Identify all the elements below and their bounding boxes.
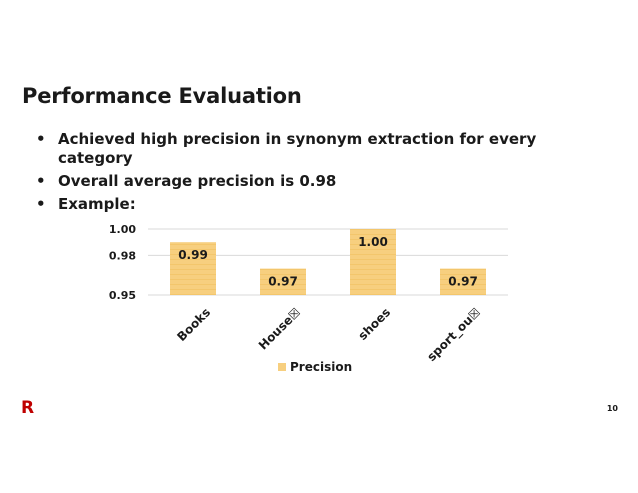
chart-legend: Precision bbox=[278, 360, 352, 374]
company-logo: R bbox=[21, 398, 35, 418]
bar bbox=[440, 268, 486, 295]
bullet-dot-icon: • bbox=[36, 172, 46, 190]
bullet-list: • Achieved high precision in synonym ext… bbox=[36, 130, 556, 218]
bullet-item: • Example: bbox=[36, 195, 556, 214]
bullet-text: Example: bbox=[58, 195, 136, 213]
bullet-item: • Achieved high precision in synonym ext… bbox=[36, 130, 556, 168]
data-label: 0.97 bbox=[448, 275, 478, 289]
y-tick-label: 1.00 bbox=[109, 223, 136, 236]
data-label: 0.99 bbox=[178, 248, 208, 262]
bar bbox=[350, 229, 396, 295]
page-number: 10 bbox=[606, 404, 618, 413]
category-label: shoes bbox=[355, 305, 393, 343]
legend-label: Precision bbox=[290, 360, 353, 374]
category-label: House☒ bbox=[256, 305, 303, 352]
bar bbox=[260, 268, 306, 295]
bullet-item: • Overall average precision is 0.98 bbox=[36, 172, 556, 191]
bullet-text: Overall average precision is 0.98 bbox=[58, 172, 337, 190]
bar bbox=[170, 242, 216, 295]
y-tick-label: 0.95 bbox=[109, 289, 136, 302]
data-label: 0.97 bbox=[268, 275, 298, 289]
bullet-dot-icon: • bbox=[36, 130, 46, 148]
legend-swatch-icon bbox=[278, 363, 286, 371]
bullet-dot-icon: • bbox=[36, 195, 46, 213]
data-label: 1.00 bbox=[358, 235, 388, 249]
category-label: Books bbox=[174, 305, 213, 344]
slide-title: Performance Evaluation bbox=[22, 84, 302, 108]
y-tick-label: 0.98 bbox=[109, 249, 136, 262]
bullet-text: Achieved high precision in synonym extra… bbox=[58, 130, 537, 167]
category-label: sport_ou☒ bbox=[424, 305, 484, 365]
